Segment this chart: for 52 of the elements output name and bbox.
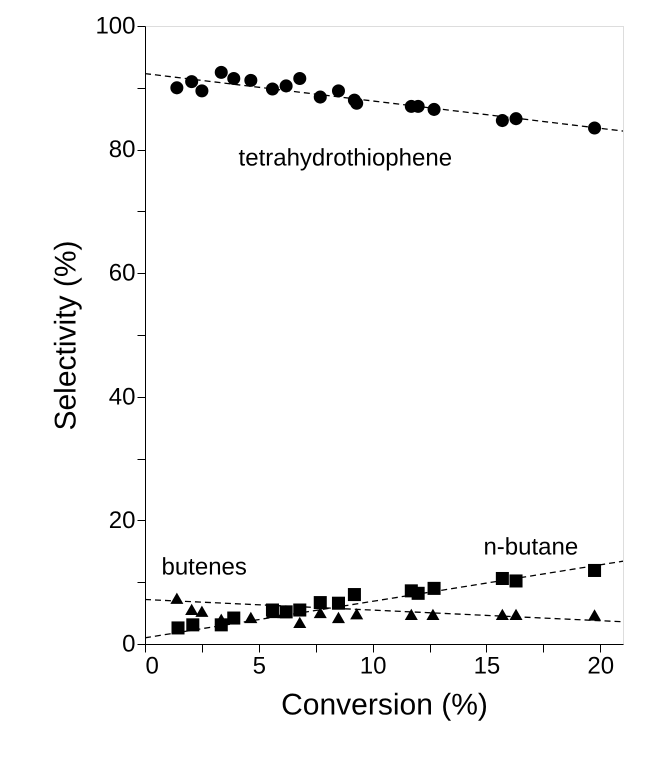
point	[195, 84, 208, 98]
point	[227, 72, 240, 86]
x-tick-label: 0	[146, 652, 159, 680]
x-tick-label: 15	[474, 652, 500, 680]
point	[170, 81, 184, 94]
point	[171, 621, 185, 634]
point	[404, 608, 418, 620]
series-label: n-butane	[483, 534, 578, 561]
point	[350, 608, 364, 620]
point	[496, 114, 509, 128]
point	[280, 79, 293, 92]
point	[214, 66, 228, 79]
point	[496, 608, 509, 620]
point	[588, 121, 602, 134]
y-tick-label: 60	[108, 260, 136, 287]
point	[496, 572, 509, 586]
point	[170, 592, 184, 604]
point	[185, 604, 198, 616]
point	[588, 564, 602, 577]
point	[348, 588, 361, 602]
point	[244, 74, 258, 87]
point	[293, 72, 306, 86]
point	[332, 612, 345, 624]
point	[588, 609, 602, 621]
point	[314, 90, 327, 104]
x-tick-label: 10	[360, 652, 386, 680]
y-tick-label: 80	[108, 136, 136, 164]
point	[186, 618, 200, 632]
point	[428, 102, 441, 116]
x-tick-label: 5	[252, 652, 266, 680]
point	[428, 582, 441, 595]
point	[195, 606, 208, 617]
x-tick-label: 20	[587, 652, 614, 680]
point	[350, 96, 364, 110]
point	[510, 112, 523, 126]
point	[227, 612, 240, 625]
point	[314, 596, 327, 610]
point	[332, 84, 345, 98]
point	[426, 608, 440, 620]
y-tick-label: 20	[108, 506, 136, 534]
y-tick-label: 0	[122, 630, 136, 658]
point	[293, 616, 306, 628]
series-label: tetrahydrothiophene	[238, 144, 452, 172]
point	[412, 586, 425, 600]
point	[185, 75, 198, 88]
x-axis-title: Conversion (%)	[281, 688, 488, 722]
y-axis-title: Selectivity (%)	[49, 240, 82, 431]
series-label: butenes	[161, 553, 247, 580]
y-tick-label: 100	[95, 12, 136, 40]
point	[266, 82, 279, 96]
point	[510, 574, 523, 588]
y-tick-label: 40	[108, 383, 136, 410]
